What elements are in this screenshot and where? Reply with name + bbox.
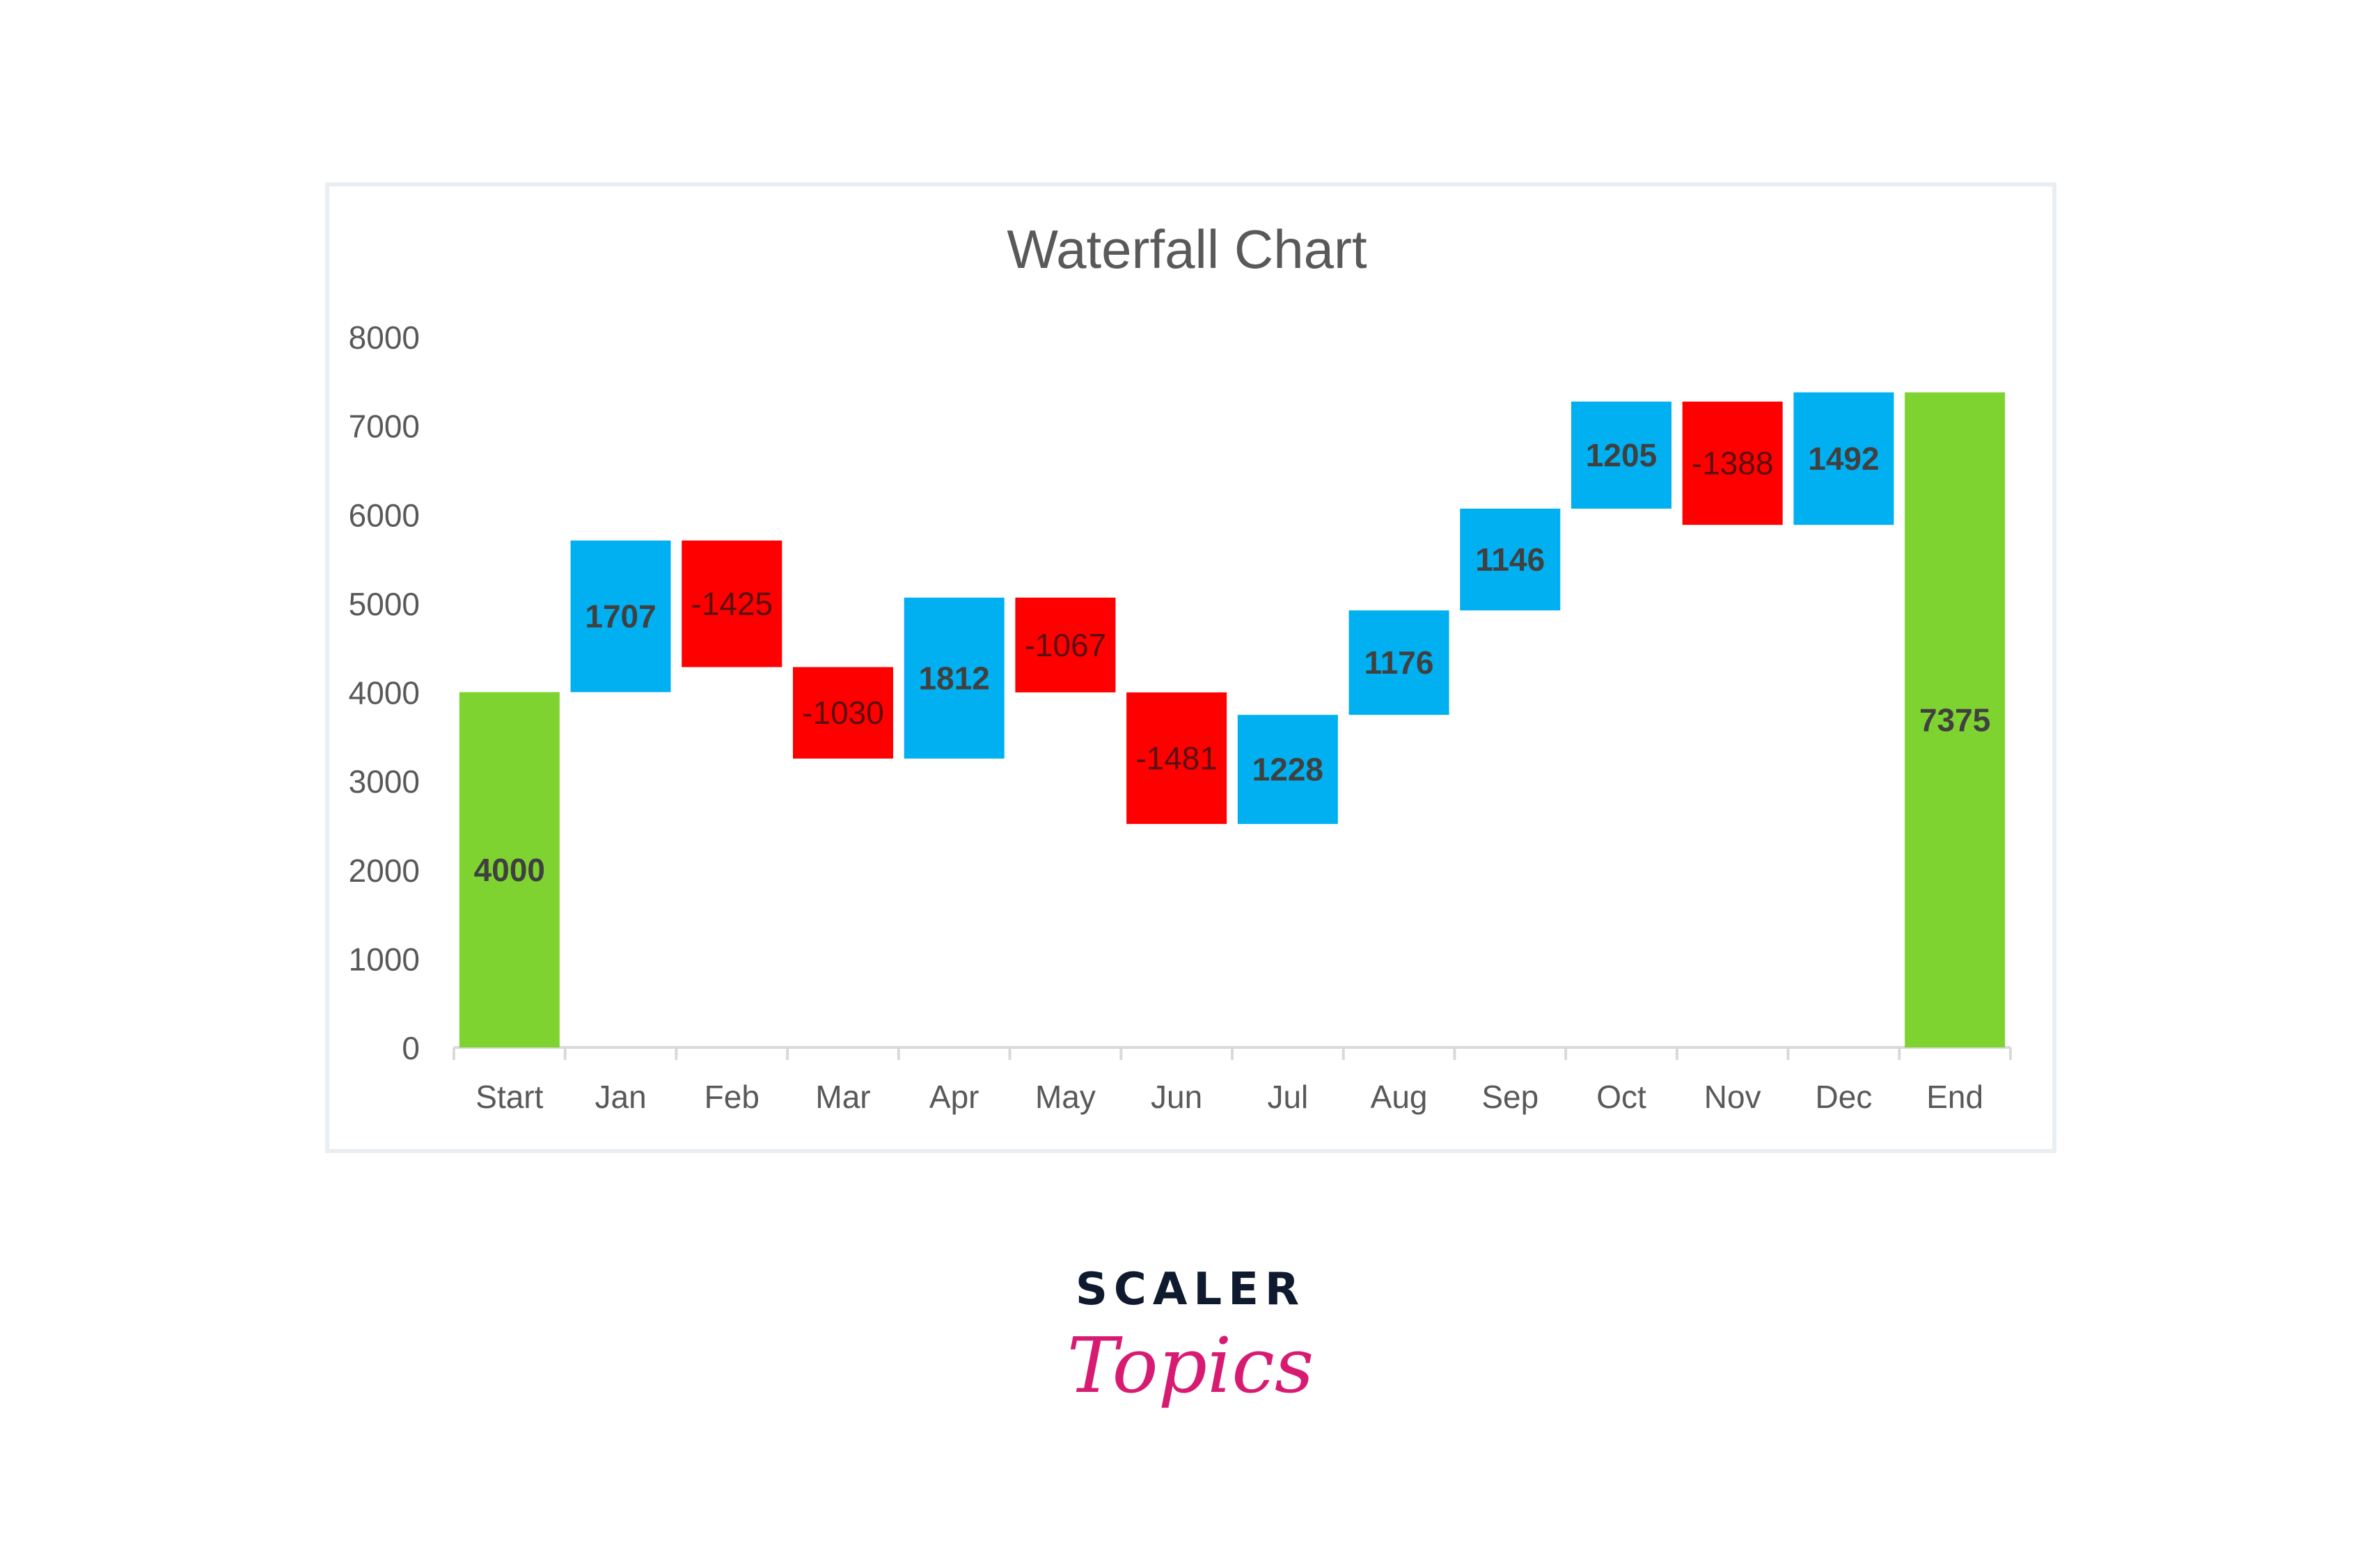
bar-jun xyxy=(1126,692,1227,824)
bar-dec xyxy=(1793,392,1894,525)
x-tick-label: Aug xyxy=(1371,1079,1428,1115)
x-tick-label: End xyxy=(1926,1079,1983,1115)
y-tick-label: 1000 xyxy=(349,941,420,977)
data-label: 1812 xyxy=(919,660,990,696)
y-tick-label: 3000 xyxy=(349,763,420,800)
x-tick-label: Dec xyxy=(1816,1079,1873,1115)
bar-jan xyxy=(570,540,671,692)
x-tick-label: Nov xyxy=(1704,1079,1761,1115)
bar-feb xyxy=(682,540,782,667)
x-tick-label: Mar xyxy=(815,1079,870,1115)
chart-title: Waterfall Chart xyxy=(1007,219,1367,280)
data-label: 1228 xyxy=(1252,752,1323,788)
y-tick-label: 5000 xyxy=(349,586,420,622)
y-tick-label: 7000 xyxy=(349,409,420,445)
x-tick-label: Jan xyxy=(595,1079,646,1115)
bar-oct xyxy=(1571,402,1671,509)
chart-frame xyxy=(325,182,2056,1153)
bar-may xyxy=(1015,597,1116,692)
data-label: -1481 xyxy=(1135,740,1218,776)
bar-jul xyxy=(1237,715,1338,824)
logo-topics-text: Topics xyxy=(1067,1321,1314,1410)
data-label: -1030 xyxy=(802,695,884,731)
y-tick-label: 8000 xyxy=(349,319,420,356)
data-label: 1176 xyxy=(1364,644,1434,681)
bars: 4000 1707 -1425 -1030 1812 -1067 -1481 1228 1176… xyxy=(459,392,2006,1047)
data-label: 1146 xyxy=(1475,541,1545,578)
data-label: -1388 xyxy=(1692,445,1774,482)
y-tick-label: 4000 xyxy=(349,675,420,711)
bar-end xyxy=(1905,392,2006,1047)
bar-mar xyxy=(793,667,893,759)
data-label: 7375 xyxy=(1919,702,1990,738)
data-label: -1425 xyxy=(691,586,773,622)
x-tick-label: Jun xyxy=(1151,1079,1202,1115)
x-axis: Start Jan Feb Mar Apr May Jun Jul Aug Sep Oct Nov De… xyxy=(452,1046,2012,1115)
x-tick-label: Jul xyxy=(1267,1079,1308,1115)
data-label: 4000 xyxy=(474,852,545,888)
x-tick-label: May xyxy=(1035,1079,1096,1115)
x-tick-label: Sep xyxy=(1481,1079,1538,1115)
y-tick-label: 0 xyxy=(402,1030,420,1066)
x-tick-label: Start xyxy=(475,1079,543,1115)
x-tick-label: Feb xyxy=(705,1079,760,1115)
data-label: 1707 xyxy=(585,599,656,635)
bar-sep xyxy=(1460,508,1561,611)
y-axis: 0 1000 2000 3000 4000 5000 6000 7000 8000 xyxy=(349,319,420,1066)
logo-scaler-text: SCALER xyxy=(1075,1264,1306,1315)
scaler-topics-logo: SCALER Topics xyxy=(1058,1263,1323,1411)
bar-aug xyxy=(1348,610,1449,715)
x-tick-label: Apr xyxy=(929,1079,979,1115)
y-tick-label: 2000 xyxy=(349,853,420,889)
bar-nov xyxy=(1682,402,1783,525)
data-label: 1205 xyxy=(1586,437,1657,473)
data-label: 1492 xyxy=(1808,441,1879,477)
bar-apr xyxy=(904,597,1005,759)
x-tick-label: Oct xyxy=(1596,1079,1646,1115)
bar-start xyxy=(459,692,560,1047)
y-tick-label: 6000 xyxy=(349,497,420,533)
data-label: -1067 xyxy=(1025,627,1107,663)
